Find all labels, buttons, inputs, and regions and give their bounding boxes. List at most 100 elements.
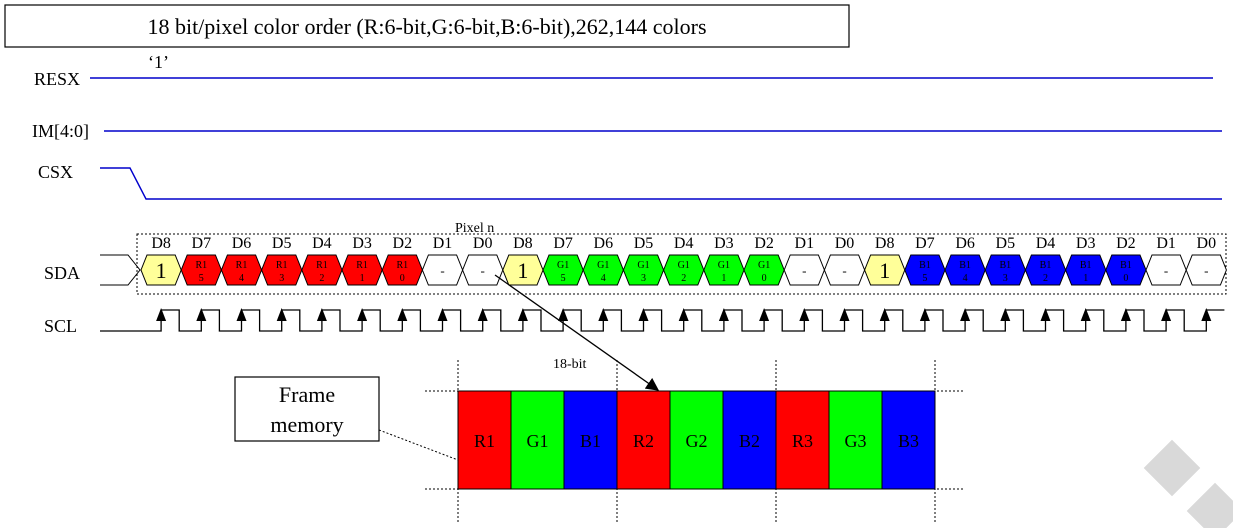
scl-rising-edge-arrow (879, 308, 890, 321)
bit-label: D8 (875, 235, 895, 252)
sda-bit-cell: 1 (140, 254, 182, 286)
scl-rising-edge-arrow (397, 308, 408, 321)
sda-bit-cell: 1 (864, 254, 906, 286)
frame-memory-cells: R1 G1 B1 R2 G2 B2 R3 G3 B3 (457, 390, 936, 490)
bit-label: D5 (996, 235, 1016, 252)
scl-rising-edge-arrow (1040, 308, 1051, 321)
bit-label: D0 (1197, 235, 1217, 252)
frame-memory-label-line2: memory (270, 412, 343, 437)
sda-bit-index: 1 (1083, 273, 1088, 284)
csx-label: CSX (38, 162, 73, 182)
sda-bit-index: 2 (319, 273, 324, 284)
bit-label: D7 (553, 235, 573, 252)
scl-rising-edge-arrow (638, 308, 649, 321)
resx-level-label: ‘1’ (148, 52, 169, 72)
im-label: IM[4:0] (32, 121, 89, 141)
frame-memory-box (234, 376, 380, 442)
scl-rising-edge-arrow (598, 308, 609, 321)
sda-bit-index: 5 (922, 273, 927, 284)
frame-cell-fill (563, 390, 618, 490)
scl-rising-edge-arrow (357, 308, 368, 321)
sda-bit-name: G1 (758, 260, 770, 271)
sda-bit-value: 1 (156, 258, 167, 283)
sda-bit-index: 0 (1123, 273, 1128, 284)
resx-label: RESX (34, 69, 80, 89)
bit-label: D4 (1036, 235, 1056, 252)
sda-bit-cell: B12 (1024, 254, 1067, 286)
sda-bit-value: - (481, 263, 485, 278)
sda-bit-name: B1 (959, 260, 971, 271)
bit-label: D2 (393, 235, 413, 252)
scl-waveform (100, 309, 1225, 332)
scl-rising-edge-arrow (437, 308, 448, 321)
sda-bit-cell: R11 (341, 254, 383, 286)
sda-bit-value: - (1204, 263, 1208, 278)
scl-rising-edge-arrow (1161, 308, 1172, 321)
sda-bit-cell: R13 (261, 254, 303, 286)
frame-cell-label: R2 (633, 431, 654, 451)
sda-bit-cell: B14 (944, 254, 986, 286)
sda-bit-cell: - (421, 254, 464, 286)
bit-label: D2 (1116, 235, 1136, 252)
bit-label: D2 (754, 235, 774, 252)
frame-cell-fill (616, 390, 671, 490)
bit-label: D8 (151, 235, 171, 252)
frame-cell-fill (669, 390, 724, 490)
sda-bit-cell: - (1185, 254, 1227, 286)
pixel-n-label: Pixel n (455, 221, 494, 236)
sda-bit-cell: G12 (663, 254, 705, 286)
sda-bit-value: - (1164, 263, 1168, 278)
scl-arrows (156, 308, 1212, 321)
sda-bit-cell: G13 (622, 254, 665, 286)
frame-cell-label: B2 (739, 431, 760, 451)
frame-cell: R2 (616, 390, 671, 490)
sda-bit-name: R1 (276, 260, 288, 271)
sda-bit-value: 1 (879, 258, 890, 283)
bit-label: D4 (312, 235, 332, 252)
frame-cell: G1 (510, 390, 565, 490)
frame-cell: B2 (722, 390, 777, 490)
sda-bit-value: 1 (517, 258, 528, 283)
frame-cell: G2 (669, 390, 724, 490)
watermark-square-2 (1186, 482, 1233, 528)
sda-bit-cell: G10 (743, 254, 785, 286)
frame-cell-label: G1 (527, 431, 549, 451)
bit-label: D7 (915, 235, 935, 252)
scl-rising-edge-arrow (477, 308, 488, 321)
bit-label: D6 (955, 235, 975, 252)
scl-rising-edge-arrow (316, 308, 327, 321)
sda-bit-index: 4 (963, 273, 968, 284)
sda-bit-cell: G14 (582, 254, 624, 286)
sda-bit-name: B1 (1120, 260, 1132, 271)
bit-label: D3 (714, 235, 734, 252)
scl-rising-edge-arrow (196, 308, 207, 321)
sda-bit-cell: - (462, 254, 504, 286)
bit-label: D0 (473, 235, 493, 252)
sda-bit-cell: R10 (381, 254, 423, 286)
frame-cell-label: B1 (580, 431, 601, 451)
scl-rising-edge-arrow (919, 308, 930, 321)
sda-bit-index: 1 (360, 273, 365, 284)
frame-cell: G3 (828, 390, 883, 490)
sda-bit-name: G1 (557, 260, 569, 271)
frame-cell-label: R3 (792, 431, 813, 451)
bit-label: D1 (433, 235, 453, 252)
bit-label: D4 (674, 235, 694, 252)
bit-label: D3 (352, 235, 372, 252)
bit-label: D1 (1156, 235, 1176, 252)
bit-label: D1 (795, 235, 815, 252)
sda-bit-cell: - (823, 254, 866, 286)
scl-rising-edge-arrow (1201, 308, 1212, 321)
bit-label: D3 (1076, 235, 1096, 252)
sda-bit-index: 5 (199, 273, 204, 284)
frame-memory-leader (378, 429, 459, 461)
sda-bit-cell: - (1145, 254, 1187, 286)
bit-label: D6 (232, 235, 252, 252)
scl-rising-edge-arrow (236, 308, 247, 321)
sda-bit-name: R1 (396, 260, 408, 271)
sda-bit-index: 5 (561, 273, 566, 284)
sda-bit-name: R1 (195, 260, 207, 271)
scl-label: SCL (44, 316, 77, 336)
sda-bit-name: R1 (236, 260, 248, 271)
